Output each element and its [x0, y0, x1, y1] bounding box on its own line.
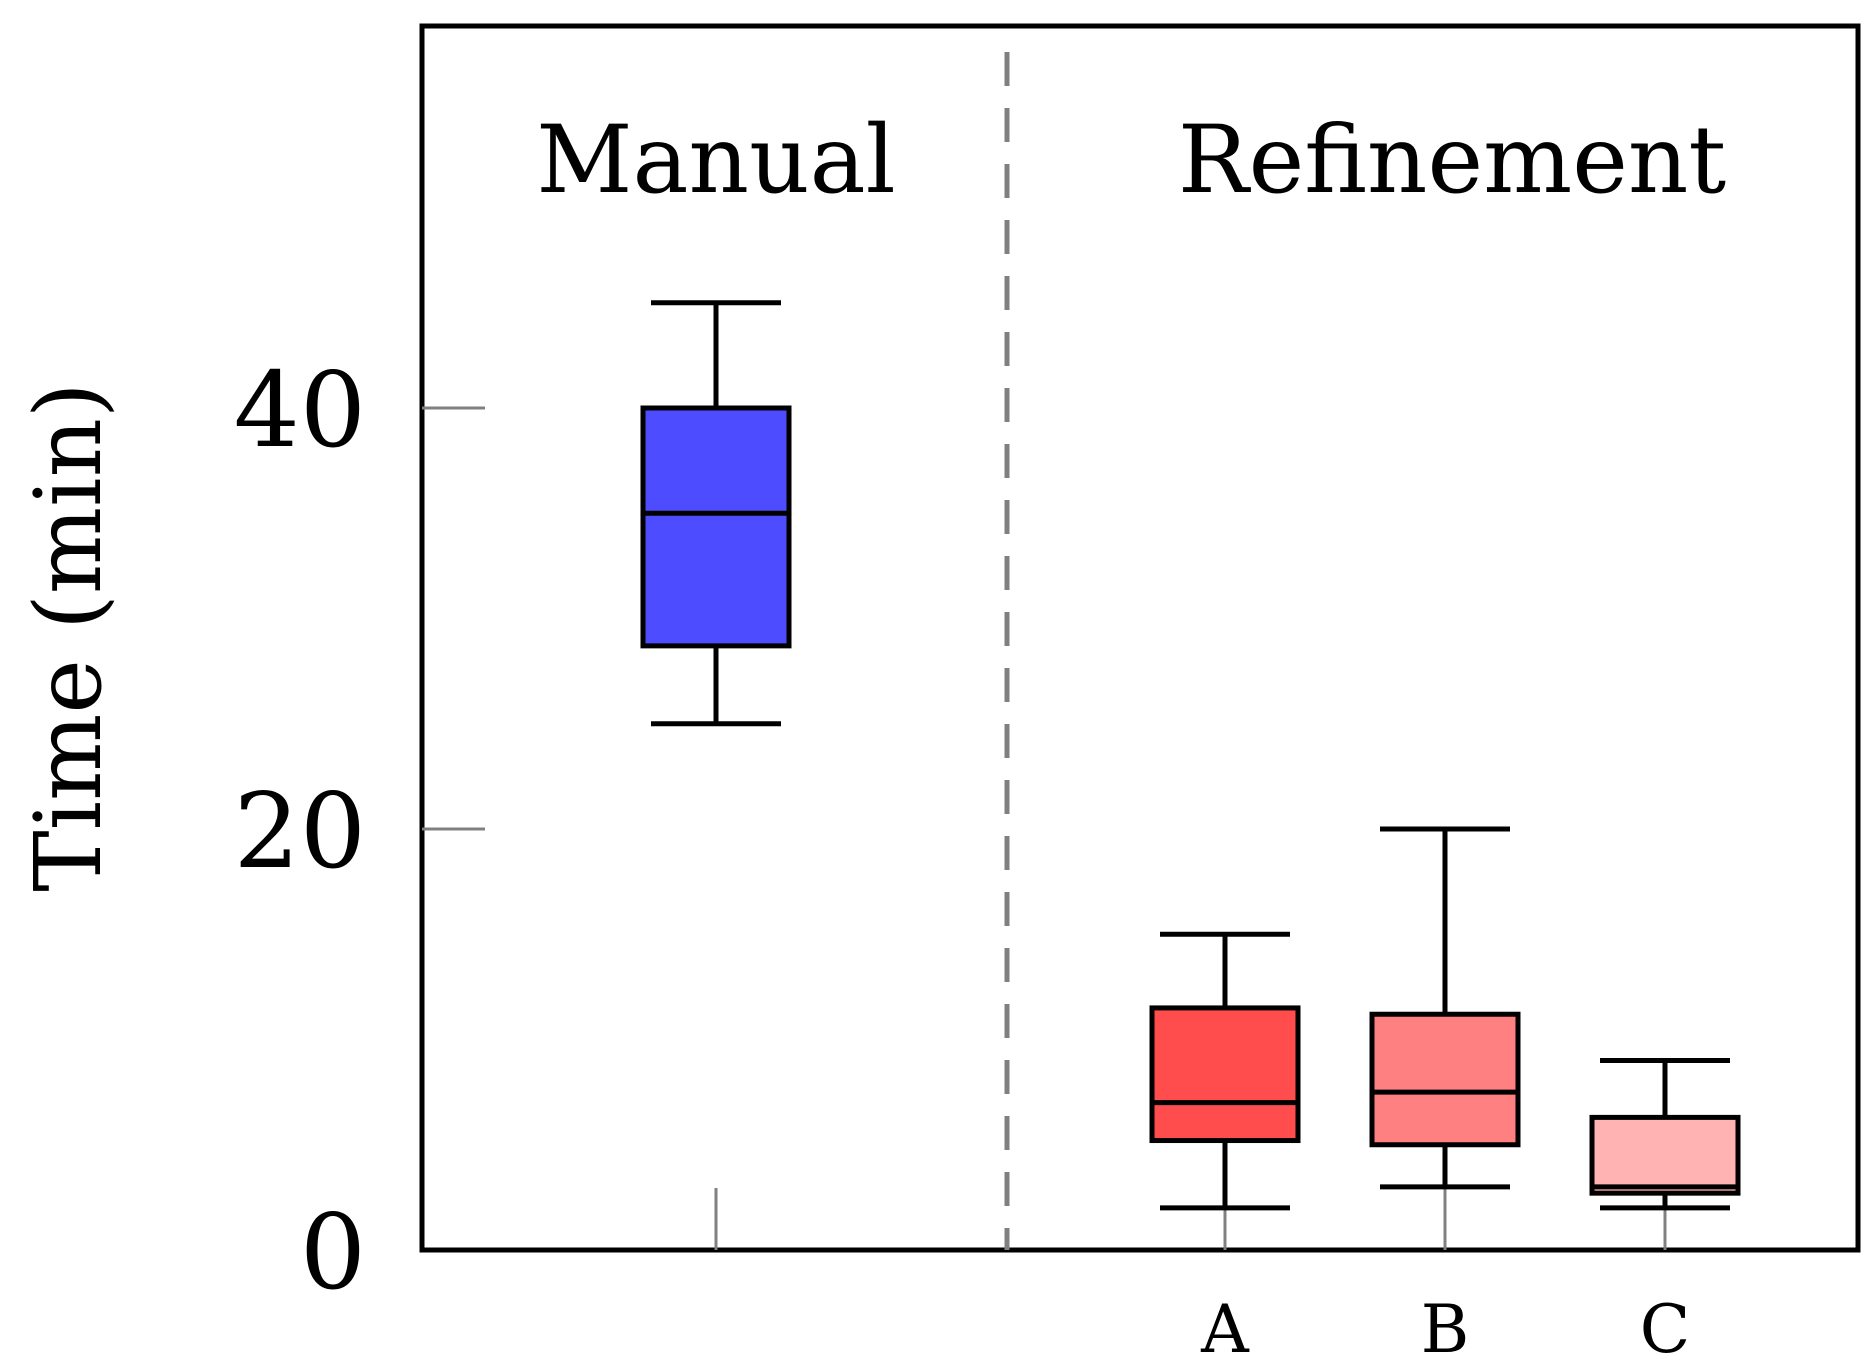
y-tick-label-20: 20 [234, 770, 366, 892]
box-c [1589, 1114, 1741, 1196]
y-tick-label-0: 0 [300, 1191, 366, 1313]
plot-frame [419, 23, 1861, 1253]
y-tick-label-40: 40 [234, 349, 366, 471]
box-a [1149, 1005, 1301, 1144]
plot-layer [419, 23, 1861, 1253]
group-label-refinement: Refinement [1178, 106, 1727, 215]
box-manual [640, 405, 792, 649]
category-label-b: B [1421, 1291, 1470, 1368]
box-b [1369, 1011, 1521, 1148]
category-label-c: C [1640, 1291, 1691, 1368]
group-label-manual: Manual [536, 106, 895, 215]
y-axis-title: Time (min) [15, 382, 122, 891]
category-label-a: A [1200, 1291, 1250, 1368]
